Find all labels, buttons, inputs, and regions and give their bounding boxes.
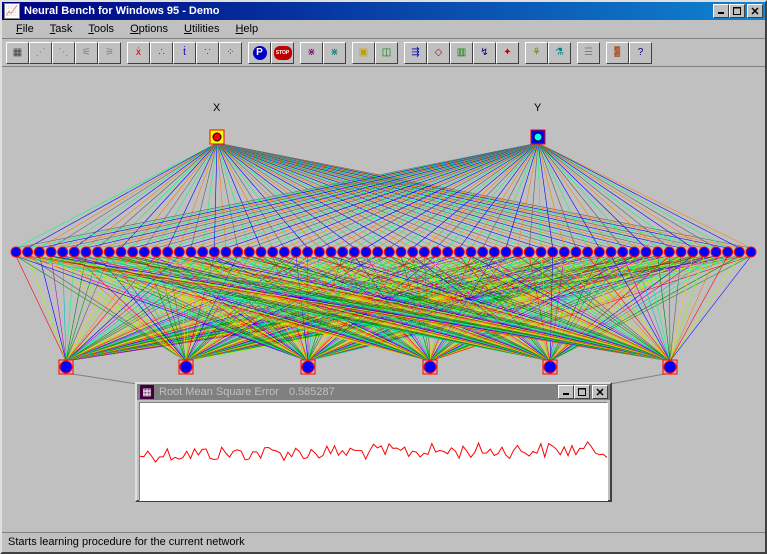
rmse-maximize-button[interactable] — [574, 385, 590, 399]
rmse-title: Root Mean Square Error — [159, 386, 279, 398]
tool-tool-1[interactable]: ⋇ — [300, 42, 323, 64]
tool-exit[interactable]: 🚪 — [606, 42, 629, 64]
rmse-icon: ▦ — [139, 384, 155, 400]
rmse-chart — [139, 402, 608, 501]
menu-options[interactable]: Options — [122, 22, 176, 36]
tool-u1[interactable]: ⚘ — [525, 42, 548, 64]
tool-net-b[interactable]: ⋱ — [52, 42, 75, 64]
maximize-button[interactable] — [729, 4, 745, 18]
tool-proc-2[interactable]: ◇ — [427, 42, 450, 64]
network-canvas: X Y ▦ Root Mean Square Error 0.585287 — [2, 67, 765, 532]
rmse-titlebar[interactable]: ▦ Root Mean Square Error 0.585287 — [137, 384, 610, 400]
menu-task[interactable]: Task — [42, 22, 81, 36]
menu-help[interactable]: Help — [227, 22, 266, 36]
menu-file[interactable]: File — [8, 22, 42, 36]
tool-help[interactable]: ? — [629, 42, 652, 64]
tool-layer-t[interactable]: ṫ — [173, 42, 196, 64]
rmse-close-button[interactable] — [592, 385, 608, 399]
rmse-value: 0.585287 — [289, 386, 335, 398]
toolbar: ▦⋰⋱⚟⚞ ẋ∴ṫ∵⁘ PSTOP ⋇⋇ ▣◫ ⇶◇▥↯✦ ⚘⚗ ☰ 🚪? — [2, 39, 765, 67]
tool-proc-4[interactable]: ↯ — [473, 42, 496, 64]
titlebar[interactable]: 📈 Neural Bench for Windows 95 - Demo — [2, 2, 765, 20]
main-window: 📈 Neural Bench for Windows 95 - Demo Fil… — [0, 0, 767, 554]
tool-stop[interactable]: STOP — [271, 42, 294, 64]
tool-layer-x[interactable]: ẋ — [127, 42, 150, 64]
tool-proc-1[interactable]: ⇶ — [404, 42, 427, 64]
tool-layer-b[interactable]: ∵ — [196, 42, 219, 64]
tool-grid[interactable]: ▦ — [6, 42, 29, 64]
tool-play[interactable]: P — [248, 42, 271, 64]
tool-layer-c[interactable]: ⁘ — [219, 42, 242, 64]
tool-net-d[interactable]: ⚞ — [98, 42, 121, 64]
tool-list[interactable]: ☰ — [577, 42, 600, 64]
statusbar: Starts learning procedure for the curren… — [2, 532, 765, 552]
tool-tool-2[interactable]: ⋇ — [323, 42, 346, 64]
window-title: Neural Bench for Windows 95 - Demo — [24, 5, 713, 17]
rmse-minimize-button[interactable] — [558, 385, 574, 399]
tool-net-c[interactable]: ⚟ — [75, 42, 98, 64]
close-button[interactable] — [747, 4, 763, 18]
menubar: FileTaskToolsOptionsUtilitiesHelp — [2, 20, 765, 39]
menu-tools[interactable]: Tools — [80, 22, 122, 36]
menu-utilities[interactable]: Utilities — [176, 22, 227, 36]
tool-win-b[interactable]: ◫ — [375, 42, 398, 64]
status-text: Starts learning procedure for the curren… — [8, 536, 245, 548]
tool-win-a[interactable]: ▣ — [352, 42, 375, 64]
tool-net-a[interactable]: ⋰ — [29, 42, 52, 64]
tool-proc-3[interactable]: ▥ — [450, 42, 473, 64]
tool-proc-5[interactable]: ✦ — [496, 42, 519, 64]
minimize-button[interactable] — [713, 4, 729, 18]
rmse-window[interactable]: ▦ Root Mean Square Error 0.585287 — [135, 382, 612, 502]
app-icon: 📈 — [4, 3, 20, 19]
tool-u2[interactable]: ⚗ — [548, 42, 571, 64]
tool-layer-a[interactable]: ∴ — [150, 42, 173, 64]
